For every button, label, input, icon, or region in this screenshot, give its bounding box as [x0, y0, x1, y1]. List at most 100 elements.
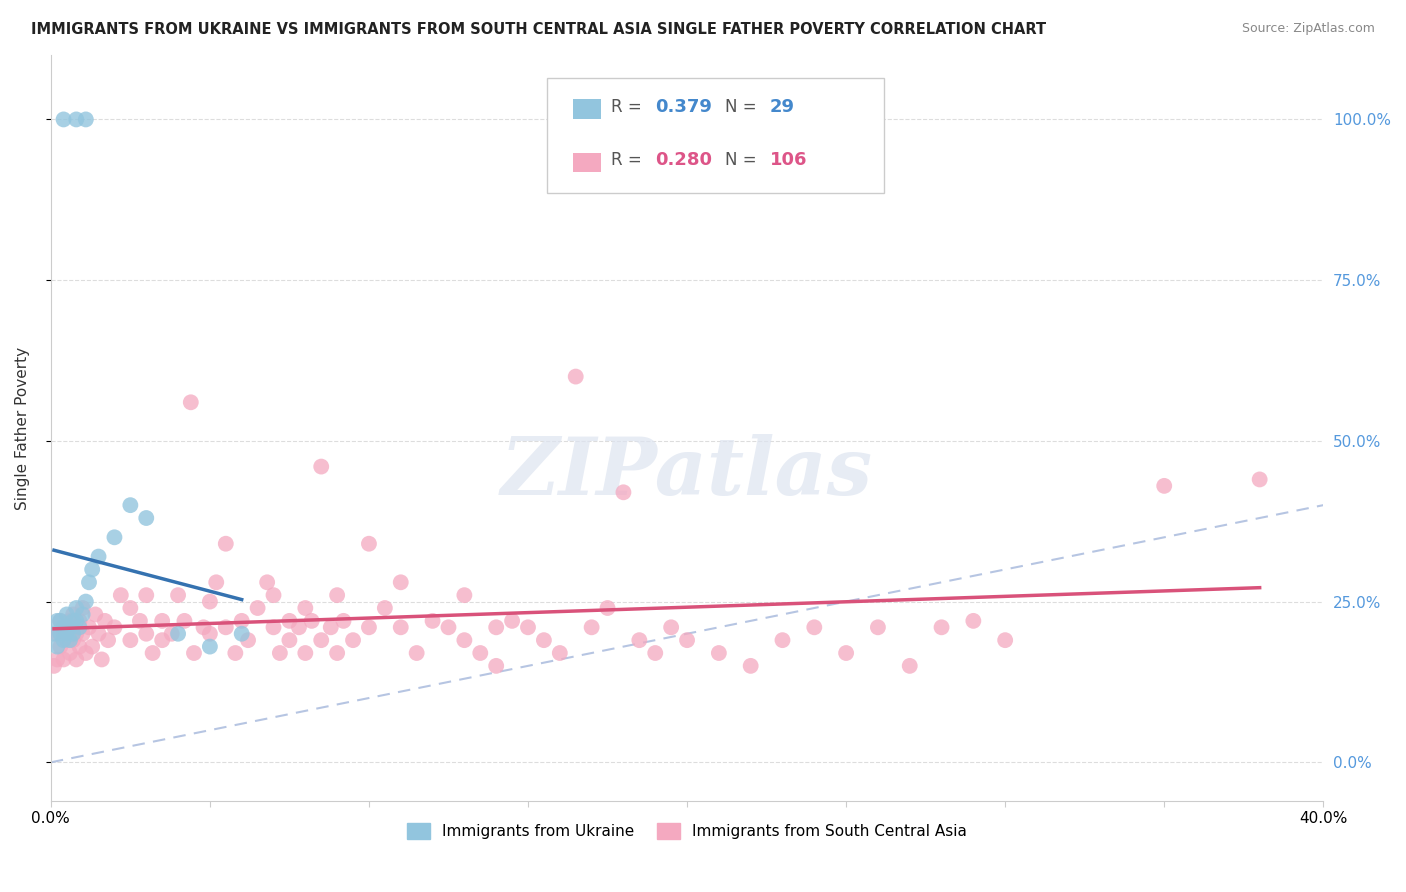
Point — [59, 614, 82, 628]
Point — [135, 588, 157, 602]
Point — [97, 633, 120, 648]
Point — [231, 614, 253, 628]
Point — [49, 640, 72, 654]
Point — [52, 620, 75, 634]
Point — [49, 614, 72, 628]
Point — [90, 652, 112, 666]
Point — [55, 607, 77, 622]
Point — [42, 658, 65, 673]
Point — [193, 620, 215, 634]
Point — [215, 620, 238, 634]
Point — [62, 614, 84, 628]
Text: N =: N = — [725, 98, 756, 116]
Point — [628, 633, 651, 648]
Point — [453, 633, 475, 648]
Point — [389, 620, 412, 634]
Point — [437, 620, 460, 634]
Point — [173, 614, 195, 628]
Text: 106: 106 — [769, 151, 807, 169]
Point — [772, 633, 794, 648]
Point — [835, 646, 858, 660]
Point — [1153, 479, 1175, 493]
Text: 29: 29 — [769, 98, 794, 116]
Text: Source: ZipAtlas.com: Source: ZipAtlas.com — [1241, 22, 1375, 36]
Point — [269, 646, 291, 660]
Point — [110, 588, 132, 602]
Point — [1249, 472, 1271, 486]
Point — [931, 620, 953, 634]
Point — [301, 614, 323, 628]
Point — [278, 633, 301, 648]
Point — [357, 537, 380, 551]
Point — [103, 620, 125, 634]
Point — [326, 646, 349, 660]
Point — [215, 537, 238, 551]
Point — [357, 620, 380, 634]
Point — [612, 485, 634, 500]
Point — [548, 646, 571, 660]
Point — [803, 620, 825, 634]
Point — [231, 626, 253, 640]
Point — [52, 633, 75, 648]
Point — [69, 620, 91, 634]
Point — [485, 658, 508, 673]
Point — [82, 562, 104, 576]
Point — [309, 459, 332, 474]
Point — [94, 614, 117, 628]
Point — [55, 620, 77, 634]
Point — [135, 626, 157, 640]
Point — [103, 530, 125, 544]
Point — [374, 601, 396, 615]
Point — [59, 620, 82, 634]
Point — [205, 575, 228, 590]
FancyBboxPatch shape — [572, 153, 600, 172]
Point — [236, 633, 259, 648]
Point — [72, 601, 94, 615]
Point — [87, 549, 110, 564]
Point — [564, 369, 586, 384]
Point — [59, 646, 82, 660]
Point — [676, 633, 699, 648]
Point — [962, 614, 984, 628]
Point — [198, 594, 221, 608]
Point — [75, 594, 97, 608]
Point — [167, 626, 190, 640]
Point — [120, 633, 142, 648]
Point — [470, 646, 492, 660]
Point — [160, 626, 183, 640]
Point — [294, 601, 316, 615]
Point — [740, 658, 762, 673]
Point — [55, 633, 77, 648]
Point — [389, 575, 412, 590]
Point — [405, 646, 427, 660]
Point — [150, 633, 173, 648]
Point — [167, 588, 190, 602]
Point — [422, 614, 444, 628]
Point — [198, 640, 221, 654]
Point — [65, 601, 87, 615]
Point — [898, 658, 921, 673]
Point — [326, 588, 349, 602]
Point — [84, 607, 107, 622]
Legend: Immigrants from Ukraine, Immigrants from South Central Asia: Immigrants from Ukraine, Immigrants from… — [401, 817, 973, 846]
Y-axis label: Single Father Poverty: Single Father Poverty — [15, 346, 30, 509]
Point — [46, 626, 69, 640]
Point — [65, 626, 87, 640]
Point — [135, 511, 157, 525]
Point — [62, 633, 84, 648]
Point — [224, 646, 246, 660]
Text: R =: R = — [610, 98, 641, 116]
Text: 0.280: 0.280 — [655, 151, 713, 169]
Point — [65, 614, 87, 628]
Point — [72, 607, 94, 622]
Point — [485, 620, 508, 634]
Point — [246, 601, 269, 615]
Point — [533, 633, 555, 648]
Point — [82, 640, 104, 654]
Point — [263, 588, 285, 602]
Point — [62, 626, 84, 640]
FancyBboxPatch shape — [547, 78, 884, 193]
Point — [52, 626, 75, 640]
Point — [120, 601, 142, 615]
Point — [707, 646, 730, 660]
